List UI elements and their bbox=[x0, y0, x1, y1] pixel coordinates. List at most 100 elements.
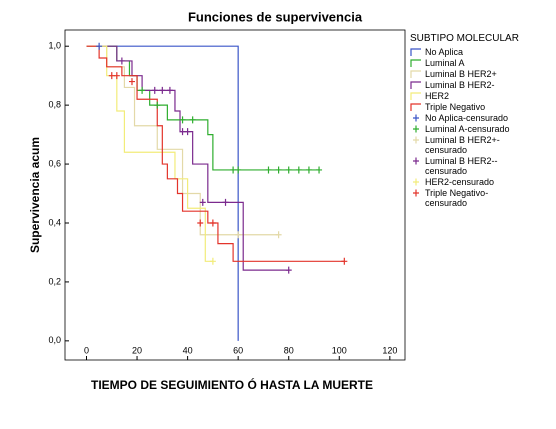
legend: SUBTIPO MOLECULAR No Aplica Luminal A Lumi… bbox=[410, 34, 540, 209]
legend-label: HER2 bbox=[425, 91, 450, 101]
x-axis-label: TIEMPO DE SEGUIMIENTO Ó HASTA LA MUERTE bbox=[91, 377, 373, 392]
legend-plus bbox=[413, 136, 419, 144]
censor-mark bbox=[230, 166, 237, 174]
legend-line bbox=[410, 103, 421, 111]
legend-entry: Triple Negativo bbox=[410, 102, 540, 112]
legend-label: Luminal B HER2--censurado bbox=[425, 156, 498, 176]
censor-mark bbox=[151, 86, 158, 94]
legend-plus bbox=[413, 114, 419, 122]
censor-mark bbox=[189, 116, 196, 124]
x-tick-label: 0 bbox=[84, 345, 89, 355]
censor-mark bbox=[209, 257, 216, 265]
x-tick-label: 60 bbox=[233, 345, 243, 355]
legend-label: Triple Negativo bbox=[425, 102, 486, 112]
censor-mark bbox=[209, 219, 216, 227]
legend-icon bbox=[410, 92, 421, 100]
legend-plus bbox=[413, 189, 419, 197]
legend-label: No Aplica-censurado bbox=[425, 113, 509, 123]
censor-mark bbox=[179, 116, 186, 124]
censor-mark bbox=[285, 166, 292, 174]
censor-mark bbox=[305, 166, 312, 174]
survival-curve bbox=[86, 45, 239, 341]
legend-label: Luminal B HER2+ bbox=[425, 69, 497, 79]
censor-mark bbox=[184, 128, 191, 136]
censor-mark bbox=[295, 166, 302, 174]
y-axis-label: Supervivencia acum bbox=[28, 137, 42, 253]
censor-mark bbox=[265, 166, 272, 174]
legend-label: No Aplica bbox=[425, 47, 464, 57]
legend-entry: Luminal A bbox=[410, 58, 540, 68]
survival-curve bbox=[86, 45, 320, 171]
legend-entry: Luminal A-censurado bbox=[410, 124, 540, 134]
legend-entry: Luminal B HER2--censurado bbox=[410, 156, 540, 176]
censor-mark bbox=[316, 166, 323, 174]
censor-mark bbox=[166, 86, 173, 94]
censor-mark bbox=[222, 198, 229, 206]
censor-mark bbox=[235, 166, 242, 174]
legend-plus bbox=[413, 125, 419, 133]
survival-curve bbox=[86, 45, 345, 262]
legend-icon bbox=[413, 136, 419, 144]
censor-mark bbox=[199, 198, 206, 206]
censor-mark bbox=[285, 266, 292, 274]
legend-label: Luminal A bbox=[425, 58, 465, 68]
x-tick-label: 120 bbox=[382, 345, 397, 355]
censor-mark bbox=[113, 72, 120, 80]
legend-line bbox=[410, 92, 421, 100]
y-tick-label: 0,2 bbox=[48, 276, 61, 286]
legend-plus bbox=[413, 178, 419, 186]
legend-icon bbox=[413, 114, 419, 122]
censor-mark bbox=[197, 219, 204, 227]
chart-title: Funciones de supervivencia bbox=[188, 9, 363, 24]
legend-icon bbox=[410, 70, 421, 78]
legend-icon bbox=[413, 189, 419, 197]
legend-entry: Triple Negativo-censurado bbox=[410, 188, 540, 208]
x-tick-label: 20 bbox=[132, 345, 142, 355]
legend-label: Triple Negativo-censurado bbox=[425, 188, 489, 208]
legend-label: HER2-censurado bbox=[425, 177, 495, 187]
legend-icon bbox=[410, 103, 421, 111]
legend-line bbox=[410, 59, 421, 67]
legend-entry: HER2-censurado bbox=[410, 177, 540, 187]
censor-mark bbox=[128, 78, 135, 86]
censor-mark bbox=[159, 86, 166, 94]
censor-mark bbox=[139, 86, 146, 94]
legend-entry: Luminal B HER2- bbox=[410, 80, 540, 90]
x-tick-label: 100 bbox=[332, 345, 347, 355]
legend-entry: HER2 bbox=[410, 91, 540, 101]
plot-frame bbox=[64, 29, 406, 361]
censor-mark bbox=[154, 101, 161, 109]
x-tick-label: 40 bbox=[183, 345, 193, 355]
legend-icon bbox=[410, 48, 421, 56]
legend-entry: No Aplica bbox=[410, 47, 540, 57]
survival-curve bbox=[86, 45, 289, 271]
y-tick-label: 0,6 bbox=[48, 158, 61, 168]
legend-plus bbox=[413, 157, 419, 165]
legend-line bbox=[410, 48, 421, 56]
legend-line bbox=[410, 81, 421, 89]
legend-label: Luminal B HER2+-censurado bbox=[425, 135, 500, 155]
legend-title: SUBTIPO MOLECULAR bbox=[410, 33, 519, 44]
legend-entry: Luminal B HER2+-censurado bbox=[410, 135, 540, 155]
censor-mark bbox=[235, 231, 242, 239]
x-tick-label: 80 bbox=[284, 345, 294, 355]
legend-line bbox=[410, 70, 421, 78]
censor-mark bbox=[96, 42, 103, 50]
censor-mark bbox=[179, 128, 186, 136]
censor-mark bbox=[275, 231, 282, 239]
legend-label: Luminal B HER2- bbox=[425, 80, 495, 90]
y-tick-label: 1,0 bbox=[48, 41, 61, 51]
y-tick-label: 0,0 bbox=[48, 335, 61, 345]
censor-mark bbox=[341, 257, 348, 265]
y-tick-label: 0,4 bbox=[48, 217, 61, 227]
legend-icon bbox=[413, 178, 419, 186]
legend-icon bbox=[410, 81, 421, 89]
legend-entry: Luminal B HER2+ bbox=[410, 69, 540, 79]
legend-label: Luminal A-censurado bbox=[425, 124, 510, 134]
survival-curve bbox=[86, 45, 213, 262]
legend-icon bbox=[410, 59, 421, 67]
legend-entry: No Aplica-censurado bbox=[410, 113, 540, 123]
censor-mark bbox=[275, 166, 282, 174]
